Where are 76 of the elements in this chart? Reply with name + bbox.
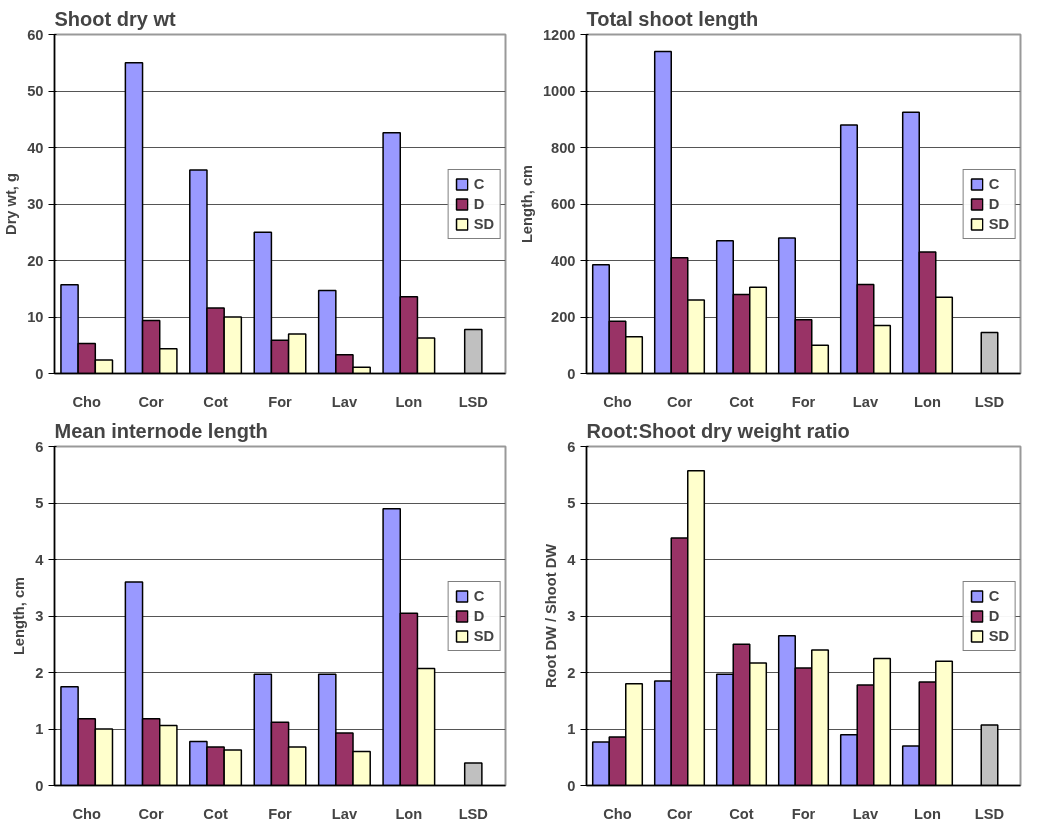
x-tick-label: LSD [974,393,1005,410]
y-tick-label: 4 [35,551,45,568]
chart-title: Root:Shoot dry weight ratio [586,419,850,442]
x-tick-label: Cot [203,393,228,410]
y-tick-label: 6 [567,438,576,455]
legend-label: D [473,607,486,624]
x-tick-label: Cho [72,393,102,410]
y-tick-label: 5 [35,495,44,511]
x-tick-label: For [268,805,293,822]
chart-title: Mean internode length [54,419,268,442]
legend-label: C [988,587,1001,604]
y-axis-title: Length, cm [518,164,535,244]
x-tick-label: Cor [138,393,165,410]
x-tick-label: For [791,805,816,822]
y-tick-label: 20 [27,252,44,269]
y-tick-label: 600 [551,196,576,212]
x-tick-label: Cho [72,805,102,822]
x-tick-label: Lav [331,805,358,822]
x-tick-label: Cor [666,393,693,410]
y-tick-label: 40 [27,139,44,156]
y-tick-label: 3 [35,608,44,624]
x-tick-label: LSD [974,805,1005,822]
x-tick-label: Lav [331,393,358,410]
legend-label: D [988,195,1001,212]
y-tick-label: 6 [35,438,44,455]
legend-label: C [473,587,486,604]
legend-label: C [473,175,486,192]
y-tick-label: 1 [567,721,576,737]
y-axis-title: Length, cm [11,576,28,656]
y-tick-label: 60 [27,26,44,43]
x-tick-label: Lav [852,805,879,822]
y-tick-label: 50 [27,83,44,99]
x-tick-label: Lav [852,393,879,410]
y-tick-label: 3 [567,608,576,624]
y-tick-label: 30 [27,196,44,212]
y-tick-label: 2 [567,664,576,681]
x-tick-label: For [268,393,293,410]
x-tick-label: Cor [138,805,165,822]
y-tick-label: 10 [27,309,44,325]
y-axis-title: Dry wt, g [3,173,20,235]
x-tick-label: Lon [395,393,423,410]
legend-label: SD [988,215,1009,232]
y-tick-label: 1200 [542,26,576,43]
y-tick-label: 1 [35,721,44,737]
legend-label: C [988,175,1001,192]
legend-label: D [473,195,486,212]
y-tick-label: 0 [567,365,576,382]
x-tick-label: For [791,393,816,410]
x-tick-label: Cho [603,393,632,410]
chart-title: Total shoot length [586,7,759,30]
y-tick-label: 0 [35,777,44,794]
y-tick-label: 200 [551,309,576,325]
y-tick-label: 2 [35,664,44,681]
x-tick-label: Lon [914,805,941,822]
y-tick-label: 1000 [542,83,576,99]
x-tick-label: Lon [395,805,423,822]
y-tick-label: 5 [567,495,576,511]
x-tick-label: Cot [729,393,754,410]
y-tick-label: 4 [567,551,577,568]
chart-title: Shoot dry wt [54,7,176,30]
y-tick-label: 0 [567,777,576,794]
y-tick-label: 0 [35,365,44,382]
legend-label: SD [473,627,494,644]
x-tick-label: Cot [729,805,754,822]
x-tick-label: LSD [458,393,488,410]
y-tick-label: 400 [551,252,576,269]
legend-label: SD [988,627,1009,644]
legend-label: D [988,607,1001,624]
y-axis-title: Root DW / Shoot DW [543,543,560,689]
x-tick-label: Cor [666,805,693,822]
x-tick-label: Cot [203,805,228,822]
x-tick-label: LSD [458,805,488,822]
x-tick-label: Lon [914,393,941,410]
x-tick-label: Cho [603,805,632,822]
y-tick-label: 800 [551,139,576,156]
legend-label: SD [473,215,494,232]
